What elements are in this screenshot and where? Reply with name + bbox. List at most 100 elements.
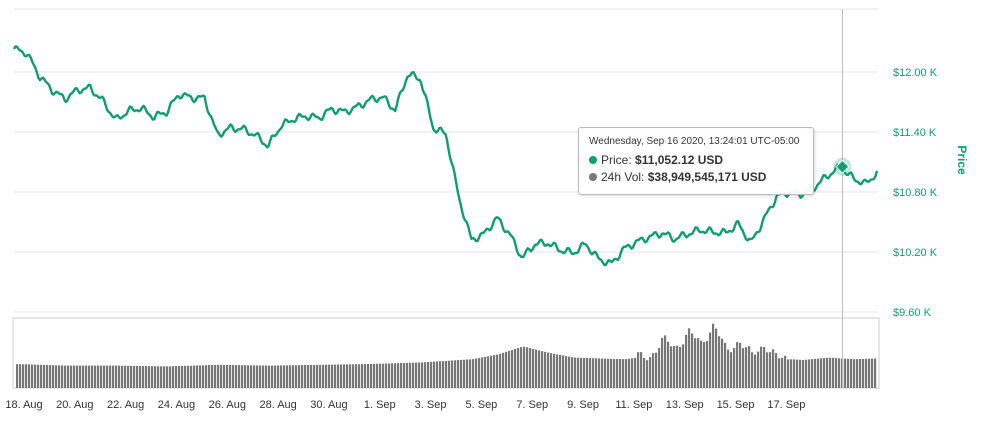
volume-bar [742, 348, 745, 388]
volume-bar [346, 364, 349, 388]
x-tick-label: 7. Sep [516, 399, 548, 411]
volume-bar [826, 357, 829, 388]
volume-bar [76, 365, 79, 388]
volume-bar [247, 365, 250, 388]
volume-bar [373, 363, 376, 388]
volume-bar [751, 352, 754, 388]
volume-bar [238, 365, 241, 388]
volume-bar [745, 347, 748, 388]
x-tick-label: 15. Sep [717, 399, 755, 411]
volume-bar [22, 364, 25, 388]
volume-bar [769, 352, 772, 388]
volume-bar [862, 358, 865, 388]
volume-bar [205, 365, 208, 388]
volume-bar [427, 362, 430, 388]
volume-bar [103, 365, 106, 388]
volume-bar [775, 352, 778, 388]
volume-bar [460, 359, 463, 388]
volume-bar [85, 365, 88, 388]
volume-bar [853, 359, 856, 388]
volume-bar [832, 357, 835, 388]
volume-bar [466, 359, 469, 388]
y-tick-label: $12.00 K [893, 67, 938, 79]
volume-bar [151, 366, 154, 388]
volume-bar [301, 365, 304, 388]
volume-bar [100, 365, 103, 388]
volume-bar [796, 359, 799, 388]
volume-bar [124, 365, 127, 388]
volume-bar [352, 364, 355, 388]
volume-bar [406, 362, 409, 388]
volume-bar [571, 357, 574, 388]
volume-bar [364, 364, 367, 388]
volume-bar [574, 357, 577, 388]
volume-bar [79, 365, 82, 388]
volume-bar [829, 357, 832, 388]
volume-bar [208, 365, 211, 388]
volume-bar [790, 359, 793, 388]
y-tick-label: $10.80 K [893, 187, 938, 199]
volume-bar [481, 357, 484, 388]
x-tick-label: 26. Aug [209, 399, 246, 411]
volume-bar [757, 351, 760, 388]
volume-bar [226, 364, 229, 388]
volume-bar [727, 349, 730, 388]
volume-bar [61, 365, 64, 388]
volume-bar [847, 358, 850, 388]
volume-bar [667, 341, 670, 388]
volume-bar [220, 364, 223, 388]
volume-bar [499, 353, 502, 388]
volume-bar [496, 354, 499, 388]
volume-bar [535, 349, 538, 388]
volume-bar [211, 365, 214, 388]
volume-bar [298, 365, 301, 388]
x-tick-label: 5. Sep [466, 399, 498, 411]
volume-bar [520, 347, 523, 388]
x-tick-label: 22. Aug [107, 399, 144, 411]
volume-bar [229, 365, 232, 388]
volume-bar [613, 358, 616, 388]
volume-bar [439, 361, 442, 388]
tooltip-vol-row: 24h Vol: $38,949,545,171 USD [589, 169, 803, 186]
volume-bar [337, 364, 340, 388]
volume-bar [73, 365, 76, 388]
volume-bar [412, 362, 415, 388]
volume-bar [388, 363, 391, 388]
volume-bar [652, 353, 655, 388]
volume-bar [223, 364, 226, 388]
volume-bar [640, 352, 643, 388]
volume-bar [286, 365, 289, 388]
volume-bar [145, 366, 148, 388]
volume-bar [271, 365, 274, 388]
volume-bar [814, 358, 817, 388]
volume-bar [160, 366, 163, 388]
volume-bar [442, 361, 445, 388]
volume-bar [562, 355, 565, 388]
volume-bar [802, 360, 805, 388]
volume-bar [358, 364, 361, 388]
volume-bar [16, 364, 19, 388]
volume-bar [169, 366, 172, 388]
volume-bar [451, 360, 454, 388]
volume-bar [778, 358, 781, 388]
x-tick-label: 18. Aug [5, 399, 42, 411]
volume-bar [634, 357, 637, 388]
volume-bar [733, 347, 736, 388]
volume-bar [310, 364, 313, 388]
volume-bar [262, 365, 265, 388]
y-axis-label: Price [955, 145, 969, 175]
volume-bar [703, 341, 706, 388]
volume-bar [106, 365, 109, 388]
volume-bar [523, 346, 526, 388]
volume-bar [355, 364, 358, 388]
volume-bar [538, 350, 541, 388]
volume-bar [37, 364, 40, 388]
volume-bar [589, 358, 592, 388]
volume-bar [334, 364, 337, 388]
volume-bar [394, 363, 397, 388]
volume-bar [595, 358, 598, 388]
volume-bar [52, 365, 55, 388]
x-tick-label: 13. Sep [666, 399, 704, 411]
